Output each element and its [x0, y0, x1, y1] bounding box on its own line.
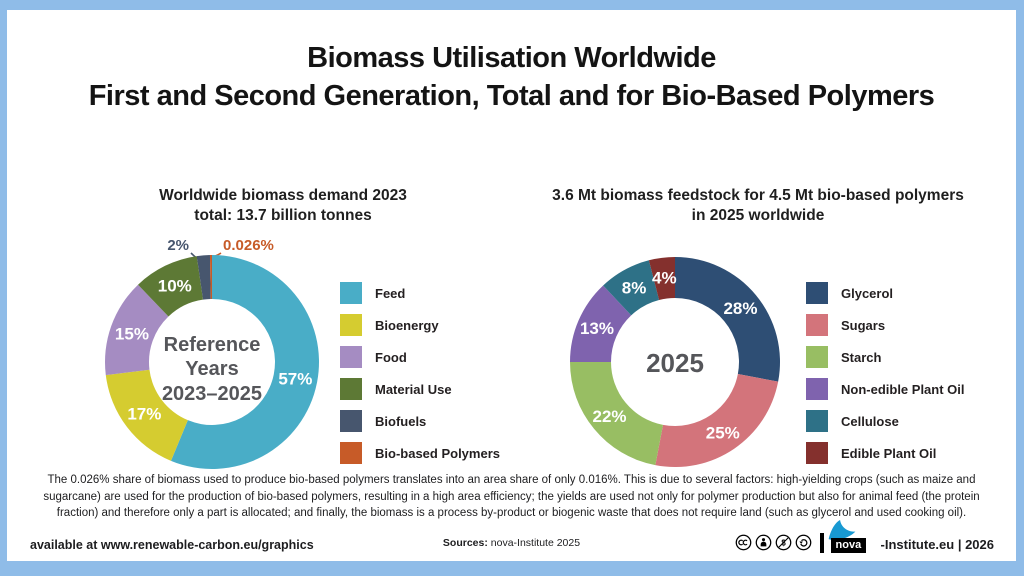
donut-slice-glycerol [675, 257, 780, 382]
donut-slice-food [105, 284, 169, 376]
donut-slice-feed [170, 255, 319, 469]
donut-slice-bioenergy [105, 369, 188, 461]
cc-icon [735, 534, 751, 551]
left-donut-center-label: Reference Years 2023–2025 [161, 334, 263, 405]
legend-label: Edible Plant Oil [841, 445, 937, 461]
legend-item-sugars: Sugars [806, 314, 965, 336]
slice-value-label: 8% [622, 279, 647, 298]
legend-item-feed: Feed [340, 282, 500, 304]
page-title-line1: Biomass Utilisation Worldwide [307, 42, 716, 74]
logo-bar [819, 533, 824, 553]
donut-slice-cellulose [603, 260, 660, 316]
slice-value-label: 25% [706, 423, 740, 442]
legend-swatch [340, 282, 362, 304]
legend-label: Sugars [841, 317, 886, 333]
legend-label: Cellulose [841, 413, 899, 429]
cc-sa-icon [795, 534, 811, 551]
right-chart-title-line2: in 2025 worldwide [691, 207, 825, 225]
donut-slice-non-edible-plant-oil [570, 285, 632, 362]
donut-slice-starch [570, 362, 664, 466]
legend-item-edible-plant-oil: Edible Plant Oil [806, 442, 965, 464]
donut-slice-sugars [655, 373, 779, 467]
legend-swatch [806, 410, 828, 432]
donut-slice-bio-based-polymers [209, 255, 213, 300]
legend-label: Biofuels [375, 413, 427, 429]
sources-value: nova-Institute 2025 [487, 537, 581, 549]
slice-value-label: 28% [723, 299, 757, 318]
left-donut-chart: 57% 17% 15% 10% 2% 0.026% [105, 237, 319, 469]
legend-swatch [340, 442, 362, 464]
legend-swatch [806, 442, 828, 464]
footer-branding: $ nova -Institute.eu | 2026 [735, 520, 994, 554]
slice-value-label: 4% [652, 269, 677, 288]
donut-slice-material-use [138, 256, 204, 317]
right-donut-center-label: 2025 [646, 348, 704, 378]
footer-sources: Sources: nova-Institute 2025 [7, 537, 1016, 549]
callout-value-label: 0.026% [223, 237, 274, 254]
nova-institute-logo: nova [819, 520, 878, 554]
legend-item-non-edible-plant-oil: Non-edible Plant Oil [806, 378, 965, 400]
legend-swatch [340, 314, 362, 336]
logo-swoosh-icon [828, 520, 855, 540]
footer-availability-link: available at www.renewable-carbon.eu/gra… [30, 538, 314, 552]
slice-value-label: 10% [158, 277, 192, 296]
left-chart-title-line1: Worldwide biomass demand 2023 [159, 187, 407, 204]
sources-label: Sources: [442, 537, 488, 549]
right-chart-title: 3.6 Mt biomass feedstock for 4.5 Mt bio-… [538, 186, 978, 226]
legend-swatch [340, 346, 362, 368]
infographic-canvas: Biomass Utilisation Worldwide First and … [7, 10, 1016, 561]
legend-label: Bio-based Polymers [375, 445, 500, 461]
cc-nc-icon: $ [775, 534, 791, 551]
legend-label: Feed [375, 285, 406, 301]
donut-slice-biofuels [196, 255, 211, 300]
right-chart-legend: Glycerol Sugars Starch Non-edible Plant Oil… [806, 282, 965, 464]
left-chart-title: Worldwide biomass demand 2023 total: 13.… [63, 186, 503, 226]
donut-slice-edible-plant-oil [648, 257, 675, 301]
logo-suffix-text: -Institute.eu | 2026 [880, 537, 994, 552]
slice-value-label: 22% [592, 407, 626, 426]
left-chart-title-line2: total: 13.7 billion tonnes [194, 207, 372, 225]
legend-item-bio-based-polymers: Bio-based Polymers [340, 442, 500, 464]
legend-item-biofuels: Biofuels [340, 410, 500, 432]
callout-value-label: 2% [167, 237, 189, 254]
legend-swatch [806, 346, 828, 368]
legend-label: Material Use [375, 381, 452, 397]
right-chart-title-line1: 3.6 Mt biomass feedstock for 4.5 Mt bio-… [552, 187, 964, 204]
footnote-text: The 0.026% share of biomass used to prod… [43, 474, 980, 520]
legend-swatch [806, 282, 828, 304]
cc-by-icon [755, 534, 771, 551]
legend-label: Starch [841, 349, 882, 365]
legend-item-starch: Starch [806, 346, 965, 368]
left-chart-legend: Feed Bioenergy Food Material Use Biofuels Bio… [340, 282, 500, 464]
legend-label: Glycerol [841, 285, 894, 301]
legend-label: Food [375, 349, 407, 365]
page-title: Biomass Utilisation Worldwide First and … [7, 40, 1016, 115]
legend-swatch [340, 410, 362, 432]
legend-item-glycerol: Glycerol [806, 282, 965, 304]
legend-swatch [340, 378, 362, 400]
legend-swatch [806, 314, 828, 336]
page-title-line2: First and Second Generation, Total and f… [88, 79, 935, 112]
slice-value-label: 13% [580, 319, 614, 338]
logo-nova-text: nova [830, 537, 867, 553]
legend-label: Non-edible Plant Oil [841, 381, 965, 397]
legend-item-material-use: Material Use [340, 378, 500, 400]
slice-value-label: 57% [278, 370, 312, 389]
legend-item-cellulose: Cellulose [806, 410, 965, 432]
slice-value-label: 17% [127, 404, 161, 423]
legend-swatch [806, 378, 828, 400]
legend-label: Bioenergy [375, 317, 439, 333]
legend-item-food: Food [340, 346, 500, 368]
slice-value-label: 15% [115, 324, 149, 343]
right-donut-chart: 28% 25% 22% 13% 8% 4% [570, 257, 780, 467]
legend-item-bioenergy: Bioenergy [340, 314, 500, 336]
